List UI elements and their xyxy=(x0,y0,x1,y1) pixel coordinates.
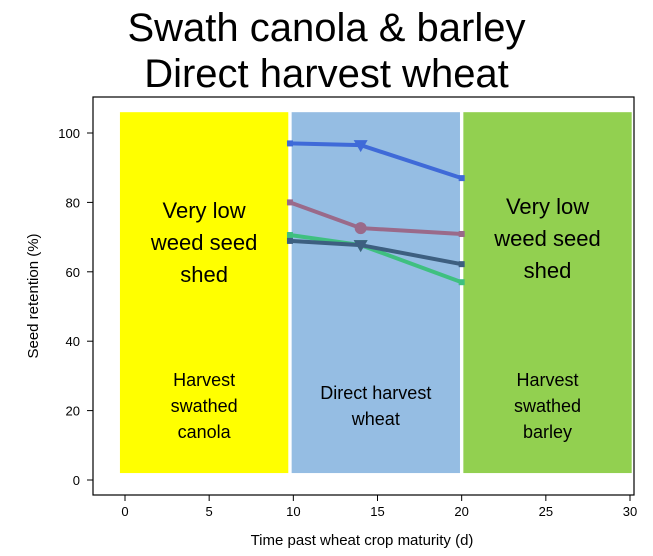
region-label-line: swathed xyxy=(514,396,581,416)
data-point xyxy=(354,222,367,235)
chart-title-line-1: Swath canola & barley xyxy=(127,6,526,50)
region-label-line: swathed xyxy=(171,396,238,416)
region-label-line: Harvest xyxy=(173,370,235,390)
region-2 xyxy=(463,112,632,474)
x-tick-label: 5 xyxy=(206,504,213,519)
x-tick-label: 15 xyxy=(370,504,384,519)
x-tick-label: 10 xyxy=(286,504,300,519)
region-label-line: Direct harvest xyxy=(320,383,431,403)
x-tick-label: 25 xyxy=(539,504,553,519)
x-tick-label: 30 xyxy=(623,504,637,519)
chart-title-line-2: Direct harvest wheat xyxy=(144,52,509,96)
y-axis-label: Seed retention (%) xyxy=(25,233,42,358)
data-point xyxy=(353,140,368,153)
region-heading-line: weed seed xyxy=(150,230,257,255)
data-point xyxy=(458,279,465,286)
data-point xyxy=(458,261,465,268)
y-tick-label: 60 xyxy=(66,265,80,280)
region-heading-line: Very low xyxy=(163,198,246,223)
data-point xyxy=(353,240,368,253)
region-label-line: wheat xyxy=(351,409,400,429)
data-point xyxy=(286,140,293,147)
x-tick-label: 20 xyxy=(454,504,468,519)
region-label-line: Harvest xyxy=(517,370,579,390)
data-point xyxy=(458,175,465,182)
data-point xyxy=(286,237,293,244)
region-0 xyxy=(119,112,289,474)
region-heading-line: shed xyxy=(524,258,572,283)
y-tick-label: 0 xyxy=(73,473,80,488)
data-point xyxy=(458,230,465,237)
x-tick-label: 0 xyxy=(121,504,128,519)
x-axis-label: Time past wheat crop maturity (d) xyxy=(251,532,474,549)
y-tick-label: 80 xyxy=(66,195,80,210)
region-heading-line: Very low xyxy=(506,194,589,219)
region-heading-line: shed xyxy=(180,262,228,287)
y-tick-label: 20 xyxy=(66,404,80,419)
plot-frame xyxy=(92,96,635,496)
region-label-line: canola xyxy=(178,422,232,442)
region-label-line: barley xyxy=(523,422,572,442)
y-tick-label: 100 xyxy=(58,126,80,141)
region-heading-line: weed seed xyxy=(493,226,600,251)
data-point xyxy=(286,232,293,239)
y-tick-label: 40 xyxy=(66,334,80,349)
region-1 xyxy=(291,112,460,474)
data-point xyxy=(286,199,293,206)
